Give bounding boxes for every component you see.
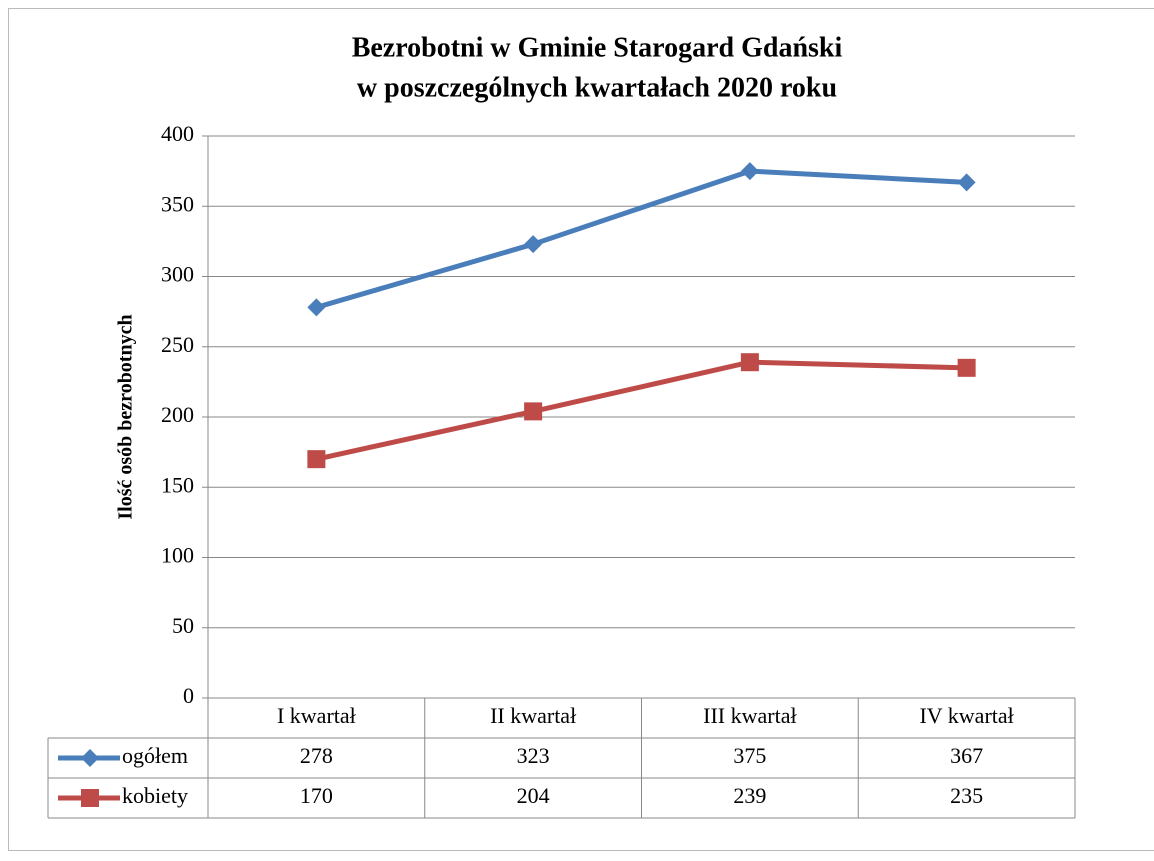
y-tick-label: 150 [161, 472, 194, 497]
table-value: 375 [733, 743, 766, 768]
point [307, 298, 326, 317]
chart-subtitle: w poszczególnych kwartałach 2020 roku [357, 72, 837, 103]
x-tick-label: I kwartał [277, 703, 356, 728]
point [740, 353, 759, 372]
y-tick-label: 350 [161, 191, 194, 216]
series-line [315, 359, 967, 462]
series-line [315, 168, 967, 310]
y-tick-label: 300 [161, 262, 194, 287]
legend-label: kobiety [122, 783, 188, 808]
table-value: 323 [517, 743, 550, 768]
legend-label: ogółem [122, 743, 188, 768]
y-tick-label: 0 [183, 683, 194, 708]
y-axis-title: Ilość osób bezrobotnych [115, 314, 137, 519]
x-tick-label: III kwartał [703, 703, 796, 728]
y-tick-label: 250 [161, 332, 194, 357]
point [524, 402, 543, 421]
point [957, 173, 976, 192]
point [81, 749, 99, 767]
point [957, 358, 976, 377]
y-tick-label: 200 [161, 402, 194, 427]
y-tick-label: 50 [172, 613, 194, 638]
table-value: 367 [950, 743, 983, 768]
y-tick-label: 100 [161, 543, 194, 568]
x-tick-label: IV kwartał [919, 703, 1013, 728]
table-value: 235 [950, 783, 983, 808]
table-value: 204 [517, 783, 550, 808]
chart-border [8, 8, 1154, 851]
table-value: 239 [733, 783, 766, 808]
point [524, 235, 543, 254]
point [740, 162, 759, 181]
point [81, 789, 99, 807]
y-tick-label: 400 [161, 121, 194, 146]
table-value: 278 [300, 743, 333, 768]
x-tick-label: II kwartał [490, 703, 576, 728]
table-value: 170 [300, 783, 333, 808]
chart-title: Bezrobotni w Gminie Starogard Gdański [352, 32, 843, 63]
point [307, 450, 326, 469]
